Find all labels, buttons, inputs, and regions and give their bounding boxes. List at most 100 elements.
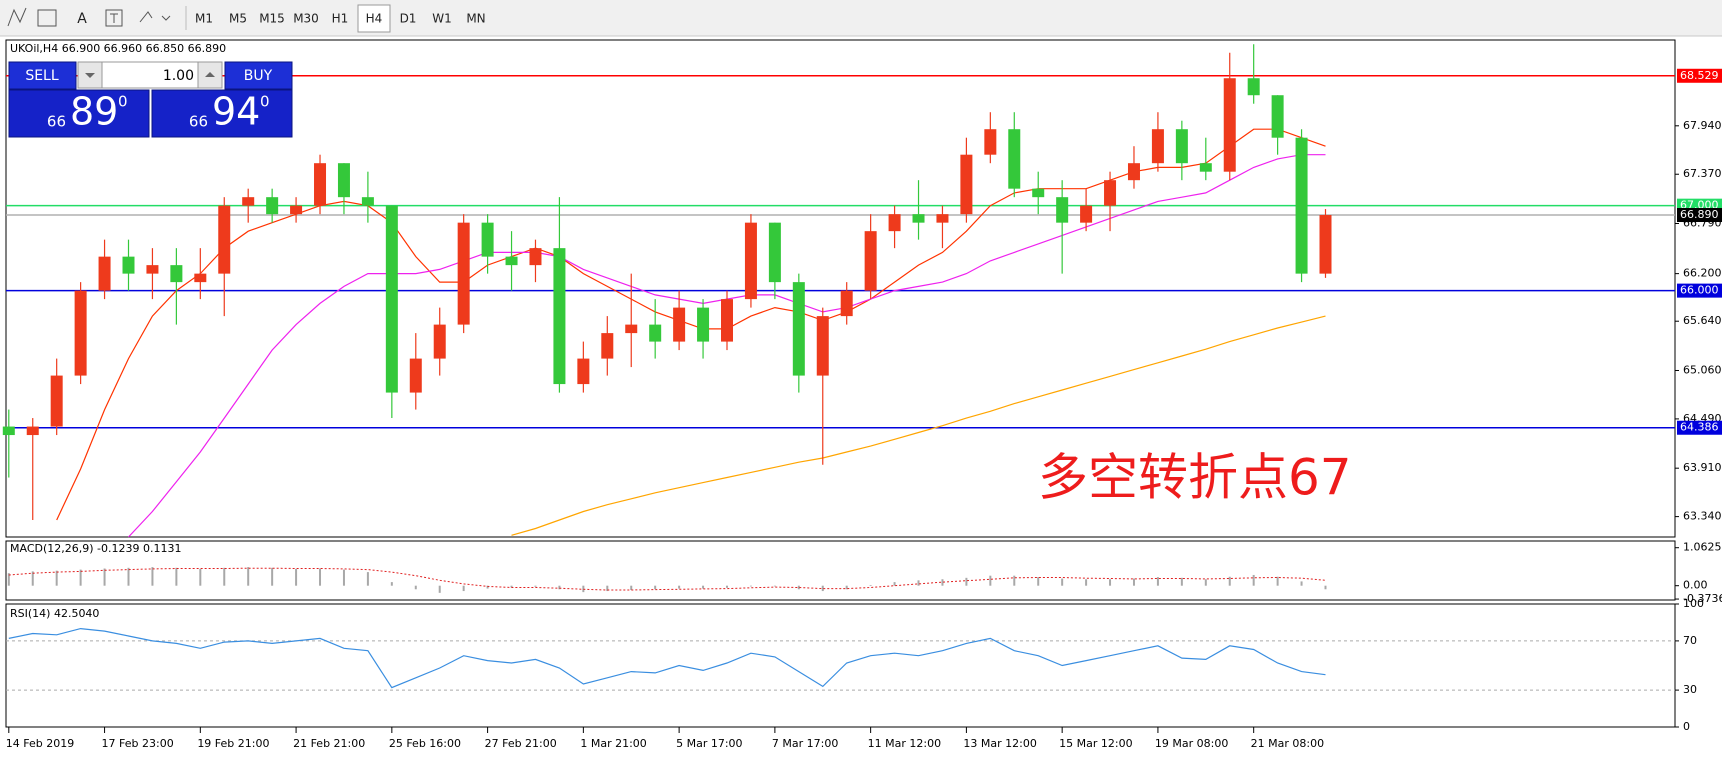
buy-price-box[interactable] [151,89,293,138]
sell-price-sup: 0 [118,93,128,111]
macd-header: MACD(12,26,9) -0.1239 0.1131 [10,542,181,555]
lot-up-arrow [205,72,215,77]
macd-bar [55,570,58,586]
macd-bar [678,585,681,589]
y-tick-label: 63.910 [1683,461,1722,474]
candle-body [2,426,15,436]
macd-bar [390,582,393,586]
x-tick-label: 14 Feb 2019 [6,737,74,750]
candle-body [1127,163,1140,181]
macd-bar [1085,579,1088,586]
candle-body [1080,205,1093,223]
y-tick-label: 70 [1683,634,1697,647]
grid-icon [37,9,57,27]
timeframe-button[interactable]: M5 [229,12,247,26]
candle-body [290,205,303,215]
y-tick-label: 65.640 [1683,314,1722,327]
candle-body [1223,78,1236,172]
candle-body [481,222,494,257]
macd-bar [1324,585,1327,590]
candle-body [721,299,733,342]
active-timeframe [357,4,391,33]
timeframe-button[interactable]: MN [466,12,485,26]
buy-label[interactable]: BUY [244,68,273,84]
timeframe-button[interactable]: D1 [400,12,417,26]
macd-panel [5,540,1676,601]
level-label-box [1677,208,1722,223]
macd-bar [1180,577,1183,586]
level-label: 64.386 [1680,421,1719,434]
macd-bar [654,585,657,590]
candle-body [50,375,63,427]
candle-body [266,197,279,215]
candle-body [888,214,901,232]
y-tick-label: 0 [1683,720,1690,733]
text-tool[interactable]: A [77,11,87,27]
x-tick-label: 1 Mar 21:00 [580,737,646,750]
x-tick-label: 17 Feb 23:00 [102,737,174,750]
candle-body [26,426,39,436]
macd-bar [845,585,848,590]
level-label-box [1677,68,1722,83]
macd-bar [630,585,633,590]
macd-bar [1037,577,1040,586]
text-icon [105,9,123,27]
macd-bar [127,567,130,586]
timeframe-button[interactable]: W1 [432,12,452,26]
sell-price-box[interactable] [8,89,150,138]
macd-bar [797,585,800,590]
macd-bar [1109,579,1112,586]
buy-price-sup: 0 [260,93,270,111]
timeframe-button[interactable]: M30 [293,12,319,26]
text-icon-t [110,13,118,23]
candle-body [553,248,566,385]
macd-bar [1276,576,1279,586]
macd-bar [869,584,872,586]
candle-body [433,324,446,359]
candle-body [242,197,255,206]
x-tick-label: 19 Feb 21:00 [197,737,269,750]
candle-body [409,358,422,393]
macd-bar [366,572,369,586]
candle-body [577,358,590,385]
candle-body [840,290,853,317]
toolbar [0,0,1722,36]
level-label: 68.529 [1680,69,1719,82]
timeframe-button[interactable]: M15 [259,12,285,26]
candle-body [1032,188,1045,198]
x-tick-label: 15 Mar 12:00 [1059,737,1132,750]
macd-bar [414,585,417,590]
macd-bar [1204,579,1207,586]
candle-body [744,222,757,300]
timeframe-button[interactable]: M1 [195,12,213,26]
buy-button[interactable] [224,61,293,90]
plots: 63.34063.91064.49065.06065.64066.20066.7… [2,44,1722,750]
timeframes: M1 M5 M15 M30 H1 H4 D1 W1 MN [195,4,486,33]
candle-body [1319,215,1332,274]
candle-body [98,256,111,291]
y-tick-label: -0.3736 [1683,592,1722,605]
candle-body [385,205,398,393]
x-tick-label: 13 Mar 12:00 [963,737,1036,750]
candle-body [194,273,207,283]
lot-down-arrow [85,73,95,78]
candle-body [1295,137,1308,274]
candle-body [1271,95,1284,138]
sell-label[interactable]: SELL [25,68,59,84]
candle-body [1247,78,1260,96]
buy-price-big: 94 [212,90,260,134]
sell-button[interactable] [8,61,77,90]
lot-value[interactable]: 1.00 [163,68,194,84]
candle-body [768,222,781,283]
candle-body [361,197,374,206]
candle-body [625,324,638,334]
timeframe-button[interactable]: H4 [366,12,383,26]
timeframe-button[interactable]: H1 [332,12,349,26]
candle-body [529,248,542,266]
candle-body [1175,129,1188,164]
candle-body [1151,129,1164,164]
candle-body [1056,197,1069,223]
x-tick-label: 7 Mar 17:00 [772,737,838,750]
